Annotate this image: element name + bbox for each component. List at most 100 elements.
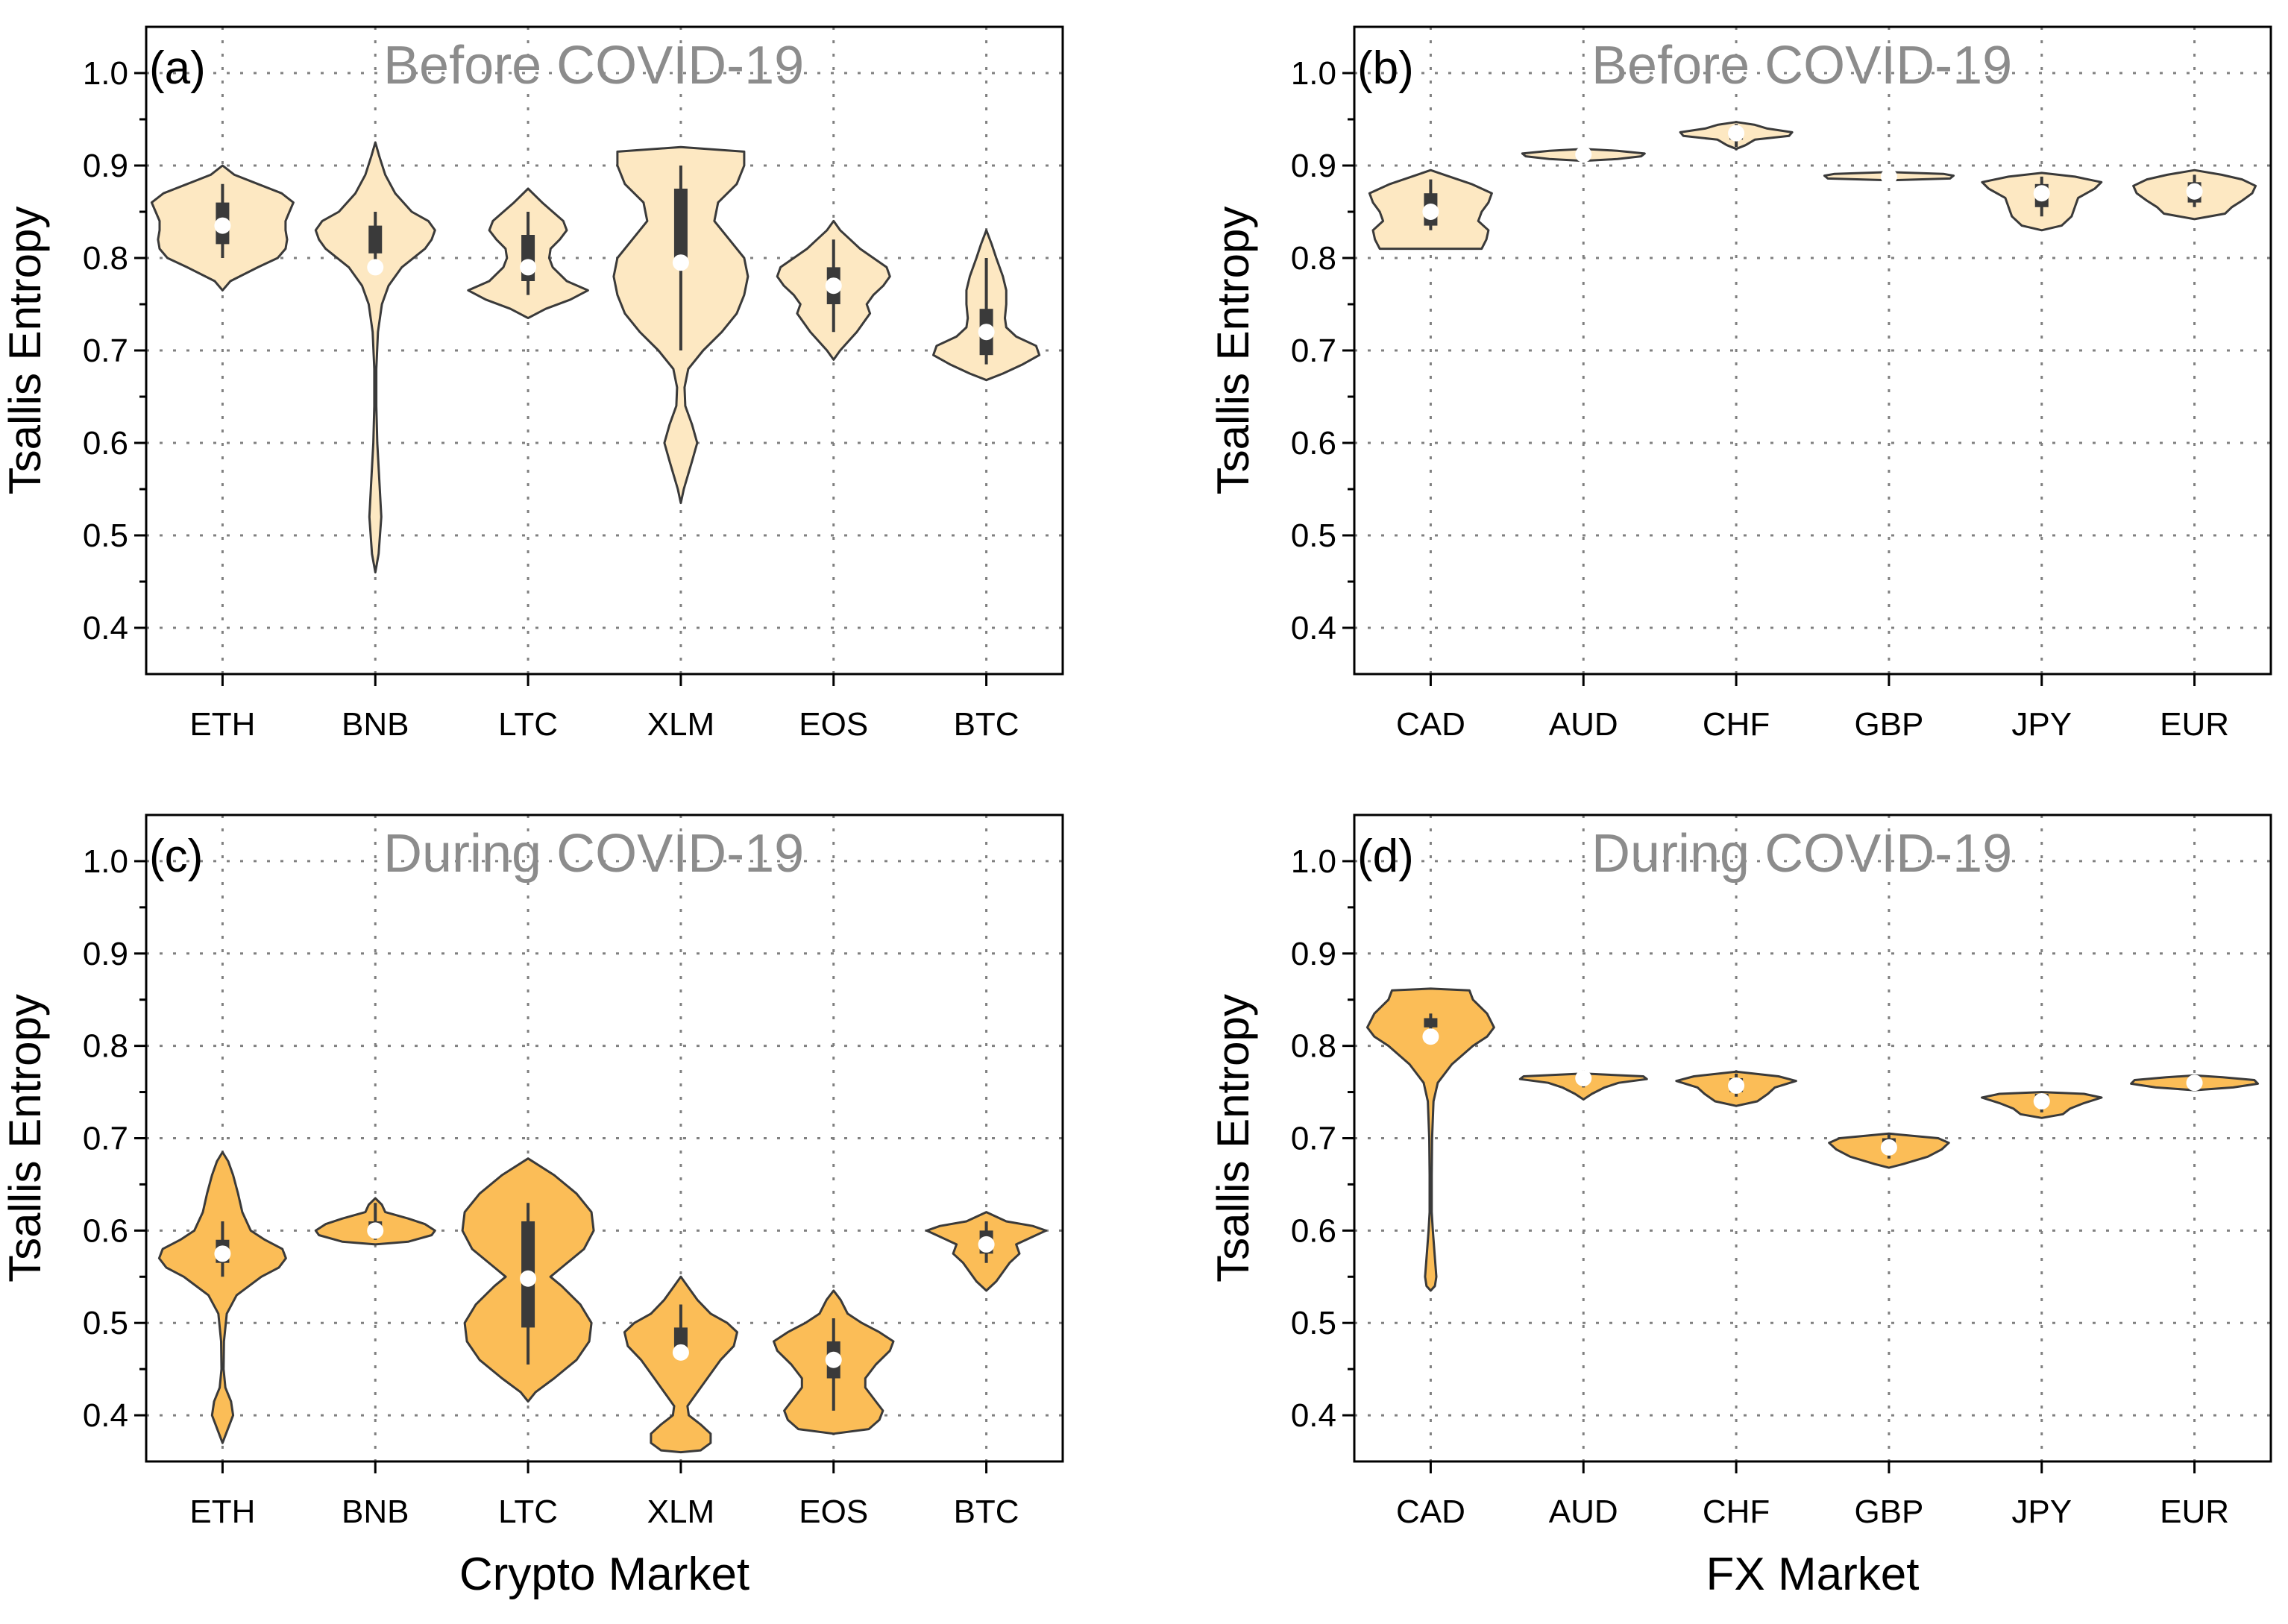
violin-mean-marker: [1728, 125, 1745, 142]
violin-mean-marker: [672, 1344, 689, 1361]
y-axis-label: Tsallis Entropy: [1208, 994, 1258, 1282]
x-axis-label: FX Market: [1706, 1549, 1920, 1600]
violin-eur: [2132, 169, 2257, 221]
panel-d: 0.4 0.5 0.6 0.7 0.8 0.9 1.0 CAD AUD CHF GBP JPY EUR T…: [1208, 813, 2272, 1600]
y-axis-label: Tsallis Entropy: [1208, 207, 1258, 495]
x-tick-label: XLM: [647, 706, 714, 743]
panel-title: During COVID-19: [1591, 824, 2012, 884]
x-tick-label: GBP: [1854, 706, 1923, 743]
violin-mean-marker: [2033, 1092, 2050, 1110]
x-tick-label: EUR: [2160, 1494, 2229, 1530]
y-tick-label: 0.8: [83, 1028, 128, 1065]
panel-tag: (d): [1357, 831, 1414, 882]
x-tick-label: EOS: [799, 1494, 868, 1530]
x-tick-label: BNB: [342, 1494, 409, 1530]
y-tick-label: 0.6: [83, 425, 128, 462]
violin-bnb: [314, 1197, 436, 1246]
violin-aud: [1518, 1069, 1648, 1101]
panel-tag: (a): [149, 43, 206, 94]
x-tick-label: CAD: [1396, 706, 1465, 743]
violin-cad: [1368, 169, 1493, 251]
violin-mean-marker: [214, 217, 231, 234]
violin-eth: [157, 1151, 287, 1444]
x-tick-label: AUD: [1549, 1494, 1618, 1530]
violin-mean-marker: [520, 259, 537, 276]
violin-bnb: [314, 141, 436, 574]
x-tick-label: ETH: [189, 1494, 255, 1530]
y-tick-label: 0.9: [83, 936, 128, 972]
violin-jpy: [1981, 1091, 2103, 1119]
y-tick-label: 0.9: [1291, 148, 1336, 184]
x-tick-label: EUR: [2160, 706, 2229, 743]
violin-jpy: [1981, 171, 2103, 232]
x-tick-label: BNB: [342, 706, 409, 743]
violin-mean-marker: [1422, 204, 1439, 220]
y-tick-label: 1.0: [83, 55, 128, 92]
violin-mean-marker: [367, 1222, 384, 1239]
violin-chf: [1675, 1070, 1797, 1107]
panel-title: Before COVID-19: [1591, 36, 2012, 95]
violin-chf: [1679, 121, 1794, 151]
x-tick-label: XLM: [647, 1494, 714, 1530]
panel-b: 0.4 0.5 0.6 0.7 0.8 0.9 1.0 CAD AUD CHF GBP JPY EUR T…: [1208, 25, 2272, 743]
y-tick-label: 0.5: [1291, 1305, 1336, 1341]
violin-xlm: [623, 1275, 738, 1454]
violin-mean-marker: [978, 1236, 995, 1253]
x-tick-label: LTC: [498, 1494, 558, 1530]
x-tick-label: JPY: [2011, 706, 2072, 743]
x-tick-label: BTC: [954, 706, 1019, 743]
violin-mean-marker: [1880, 168, 1897, 185]
violin-gbp: [1823, 168, 1955, 185]
y-tick-label: 0.9: [83, 148, 128, 184]
violin-mean-marker: [214, 1245, 231, 1262]
violin-eth: [150, 164, 295, 292]
y-tick-label: 1.0: [1291, 55, 1336, 92]
violin-btc: [925, 1211, 1048, 1292]
y-tick-label: 0.8: [1291, 1028, 1336, 1065]
y-tick-label: 0.4: [83, 610, 128, 646]
violin-mean-marker: [2186, 1074, 2203, 1092]
violin-eos: [776, 219, 891, 361]
violin-body: [157, 1151, 287, 1444]
y-tick-label: 0.6: [83, 1212, 128, 1249]
violin-ltc: [467, 187, 589, 320]
y-tick-label: 0.4: [1291, 1397, 1336, 1434]
y-axis-label: Tsallis Entropy: [0, 994, 50, 1282]
violin-mean-marker: [1575, 146, 1592, 163]
violin-iqr-box: [673, 1327, 688, 1351]
violin-mean-marker: [367, 259, 384, 276]
panel-tag: (b): [1357, 43, 1414, 94]
violin-iqr-box: [673, 189, 688, 263]
y-tick-label: 0.5: [83, 517, 128, 554]
violin-mean-marker: [1422, 1028, 1439, 1045]
panel-tag: (c): [149, 831, 203, 882]
x-tick-label: ETH: [189, 706, 255, 743]
y-axis-label: Tsallis Entropy: [0, 207, 50, 495]
y-tick-label: 0.5: [1291, 517, 1336, 554]
x-axis-label: Crypto Market: [459, 1549, 749, 1600]
violin-eos: [773, 1289, 895, 1435]
y-tick-label: 0.6: [1291, 1212, 1336, 1249]
violin-mean-marker: [825, 1351, 842, 1368]
violin-eur: [2130, 1074, 2260, 1092]
y-tick-label: 0.4: [1291, 610, 1336, 646]
violin-gbp: [1828, 1132, 1950, 1169]
y-tick-label: 1.0: [1291, 843, 1336, 880]
panel-title: During COVID-19: [383, 824, 804, 884]
x-tick-label: AUD: [1549, 706, 1618, 743]
x-tick-label: LTC: [498, 706, 558, 743]
y-tick-label: 0.7: [83, 333, 128, 369]
violin-mean-marker: [2033, 185, 2050, 202]
violin-mean-marker: [1880, 1139, 1897, 1156]
violin-mean-marker: [2186, 183, 2203, 200]
y-tick-label: 0.6: [1291, 425, 1336, 462]
x-tick-label: JPY: [2011, 1494, 2072, 1530]
violin-mean-marker: [978, 324, 995, 341]
violin-iqr-box: [1424, 1018, 1438, 1027]
violin-aud: [1521, 146, 1646, 163]
x-tick-label: CHF: [1703, 1494, 1770, 1530]
violin-mean-marker: [1575, 1069, 1592, 1086]
violin-mean-marker: [672, 254, 689, 271]
violin-cad: [1365, 987, 1495, 1292]
